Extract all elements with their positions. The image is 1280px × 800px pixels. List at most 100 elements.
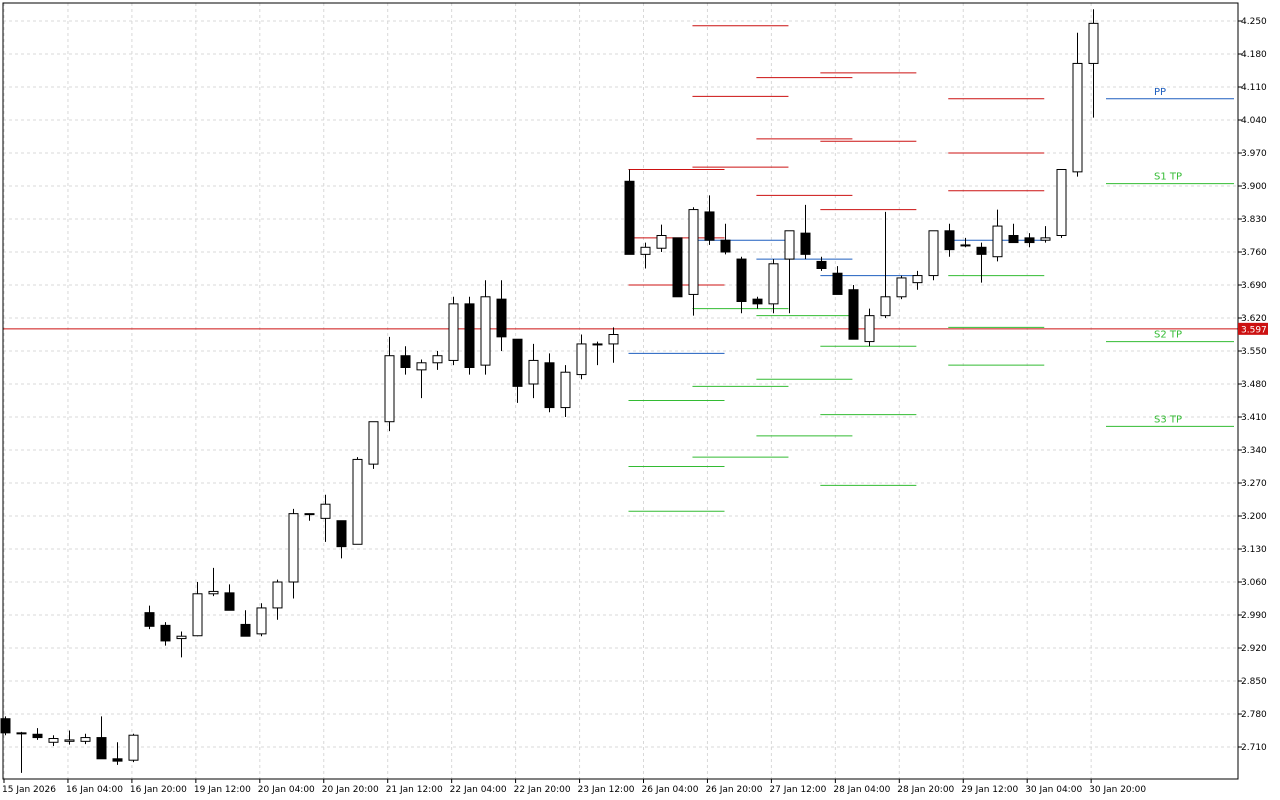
candle-body-bull (272, 581, 283, 609)
candle[interactable] (80, 733, 91, 745)
candle[interactable] (304, 513, 315, 521)
y-tick-label: 2.990 (1241, 611, 1267, 621)
candle[interactable] (880, 211, 891, 318)
candle[interactable] (976, 242, 987, 283)
candle[interactable] (944, 223, 955, 257)
candle[interactable] (64, 730, 75, 745)
candle[interactable] (832, 266, 843, 295)
candle[interactable] (240, 610, 251, 637)
candle[interactable] (16, 731, 27, 773)
x-tick-label: 16 Jan 04:00 (66, 785, 123, 795)
candle[interactable] (1072, 32, 1083, 177)
y-tick-label: 3.410 (1241, 413, 1267, 423)
candle[interactable] (96, 716, 107, 760)
candle[interactable] (544, 353, 555, 413)
candle-body-bear (816, 260, 827, 269)
candle[interactable] (208, 567, 219, 597)
candle-body-bear (736, 258, 747, 303)
candle[interactable] (960, 237, 971, 248)
candle-body-bear (848, 289, 859, 340)
candle-body-bull (368, 421, 379, 465)
candle[interactable] (624, 169, 635, 255)
y-tick-label: 3.690 (1241, 281, 1267, 291)
candle[interactable] (864, 308, 875, 347)
x-tick-label: 28 Jan 20:00 (897, 785, 954, 795)
candle[interactable] (144, 605, 155, 630)
candle-body-bull (656, 235, 667, 249)
candle[interactable] (400, 346, 411, 375)
candle[interactable] (128, 733, 139, 763)
candle[interactable] (192, 582, 203, 637)
candle[interactable] (416, 359, 427, 399)
candle[interactable] (160, 622, 171, 646)
candle[interactable] (112, 742, 123, 765)
candle[interactable] (432, 351, 443, 370)
candle[interactable] (928, 230, 939, 281)
candle[interactable] (1056, 169, 1067, 238)
candle[interactable] (656, 224, 667, 252)
candle[interactable] (288, 508, 299, 599)
candle[interactable] (576, 334, 587, 380)
candle[interactable] (368, 421, 379, 469)
candle[interactable] (736, 256, 747, 314)
candle[interactable] (704, 195, 715, 245)
candle[interactable] (464, 296, 475, 375)
candle[interactable] (1008, 223, 1019, 244)
candle[interactable] (752, 296, 763, 309)
candle[interactable] (896, 275, 907, 300)
candle[interactable] (848, 285, 859, 340)
candle[interactable] (720, 223, 731, 255)
candle-body-bull (640, 246, 651, 255)
candle[interactable] (336, 520, 347, 559)
candle[interactable] (176, 631, 187, 658)
candle[interactable] (800, 204, 811, 260)
y-tick-label: 3.060 (1241, 578, 1267, 588)
candle-body-bear (96, 737, 107, 760)
candle[interactable] (1088, 9, 1099, 118)
candle[interactable] (1040, 226, 1051, 243)
level-label: S3 TP (1154, 414, 1182, 425)
candle[interactable] (592, 341, 603, 366)
candle-body-bull (784, 230, 795, 260)
candle[interactable] (784, 230, 795, 314)
candle-body-bull (256, 607, 267, 635)
candles[interactable] (0, 9, 1099, 773)
y-tick-label: 4.180 (1241, 50, 1267, 60)
candle[interactable] (48, 735, 59, 747)
candle[interactable] (768, 259, 779, 314)
candle-body-bull (1040, 237, 1051, 241)
candle-body-bull (528, 359, 539, 385)
candle[interactable] (912, 270, 923, 290)
candle[interactable] (256, 603, 267, 637)
candle[interactable] (992, 209, 1003, 262)
candle[interactable] (352, 457, 363, 545)
candle[interactable] (32, 728, 43, 740)
candle-body-bear (0, 718, 11, 734)
candle[interactable] (448, 296, 459, 366)
candle[interactable] (672, 237, 683, 298)
candle-body-bear (144, 612, 155, 627)
x-tick-label: 28 Jan 04:00 (833, 785, 890, 795)
candle-body-bull (320, 503, 331, 519)
candle[interactable] (496, 280, 507, 351)
candle[interactable] (1024, 233, 1035, 248)
candle-body-bull (576, 343, 587, 376)
candle-body-bull (208, 590, 219, 595)
candle[interactable] (224, 584, 235, 611)
candle[interactable] (816, 256, 827, 271)
candle-body-bear (160, 624, 171, 642)
candle[interactable] (608, 327, 619, 363)
candle-body-bear (800, 232, 811, 255)
candle[interactable] (384, 336, 395, 432)
candle[interactable] (560, 365, 571, 417)
candle[interactable] (272, 579, 283, 620)
candle[interactable] (320, 494, 331, 542)
candle[interactable] (528, 343, 539, 399)
candle[interactable] (640, 242, 651, 269)
grid-lines (3, 3, 1238, 779)
candle[interactable] (0, 716, 11, 736)
candle[interactable] (480, 280, 491, 375)
candle[interactable] (688, 207, 699, 316)
candle[interactable] (512, 338, 523, 403)
